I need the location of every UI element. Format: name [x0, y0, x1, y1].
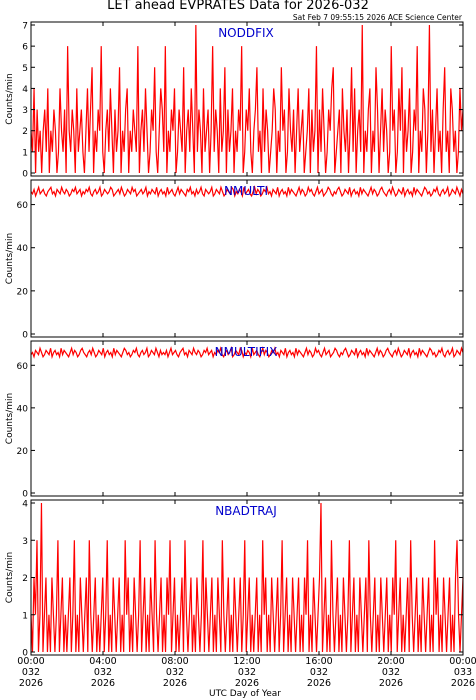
y-axis-label: Counts/min: [5, 393, 15, 444]
y-axis-label: Counts/min: [5, 73, 15, 124]
x-tick-label: 20:00: [377, 656, 404, 667]
panel-nmulti: 0 20 40 60 Counts/min NMULTI: [5, 179, 464, 341]
series-line-nbadtraj: [30, 502, 464, 653]
x-tick-label: 032: [310, 667, 328, 678]
x-tick-label: 12:00: [233, 656, 260, 667]
y-tick-label: 60: [17, 201, 29, 211]
y-tick-label: 0: [22, 490, 28, 500]
series-label: NMULTI: [224, 184, 268, 198]
plot-frame: [30, 340, 464, 497]
y-axis-label: Counts/min: [5, 233, 15, 284]
x-tick-label: 00:00: [449, 656, 476, 667]
y-tick-label: 1: [22, 611, 28, 621]
x-tick-label: 032: [22, 667, 40, 678]
y-axis-label: Counts/min: [5, 552, 15, 603]
x-tick-label: 2026: [307, 678, 331, 689]
y-tick-label: 60: [17, 362, 29, 372]
x-tick-label: 032: [94, 667, 112, 678]
y-tick-label: 3: [22, 537, 28, 547]
y-tick-label: 3: [22, 106, 28, 116]
series-line-noddfix: [30, 24, 464, 174]
x-axis-label: UTC Day of Year: [209, 689, 281, 699]
x-tick-label: 032: [238, 667, 256, 678]
y-tick-label: 1: [22, 148, 28, 158]
panels: 01234567Counts/minNODDFIX0204060Counts/m…: [5, 21, 464, 659]
y-tick-label: 2: [22, 574, 28, 584]
x-tick-label: 2026: [163, 678, 187, 689]
series-label: NBADTRAJ: [215, 504, 277, 518]
y-tick-label: 4: [22, 500, 28, 510]
y-tick-label: 0: [22, 170, 28, 180]
y-tick-label: 4: [22, 85, 28, 95]
plot-frame: [30, 179, 464, 338]
x-tick-label: 2026: [451, 678, 475, 689]
x-tick-label: 08:00: [161, 656, 188, 667]
series-line-nmulti: [30, 184, 464, 199]
chart-title: LET ahead EVPRATES Data for 2026-032: [107, 0, 369, 13]
x-tick-label: 2026: [235, 678, 259, 689]
y-tick-label: 7: [22, 22, 28, 32]
y-tick-label: 20: [17, 447, 29, 457]
y-tick-label: 40: [17, 404, 29, 414]
x-tick-label: 2026: [19, 678, 43, 689]
x-tick-label: 16:00: [305, 656, 332, 667]
x-tick-label: 2026: [379, 678, 403, 689]
timestamp: Sat Feb 7 09:55:15 2026 ACE Science Cent…: [293, 13, 463, 22]
panel-noddfix: 0 1 2 3 4 5 6 7 Counts/min NODDFIX: [5, 21, 464, 180]
x-tick-label: 00:00: [17, 656, 44, 667]
panel-nbadtraj: 0 1 2 3 4 Counts/min NBADTRAJ: [5, 499, 464, 659]
x-tick-label: 2026: [91, 678, 115, 689]
x-tick-label: 032: [166, 667, 184, 678]
series-label: NMULTIFIX: [215, 345, 278, 359]
x-axis-ticks: 00:00032202604:00032202608:00032202612:0…: [17, 656, 476, 689]
series-line-nmultifix: [30, 345, 464, 360]
x-tick-label: 032: [382, 667, 400, 678]
y-tick-label: 40: [17, 244, 29, 254]
y-tick-label: 6: [22, 43, 28, 53]
y-tick-label: 0: [22, 331, 28, 341]
panel-nmultifix: 0 20 40 60 Counts/min NMULTIFIX: [5, 340, 464, 500]
y-tick-label: 20: [17, 287, 29, 297]
x-tick-label: 04:00: [89, 656, 116, 667]
x-tick-label: 033: [454, 667, 472, 678]
y-tick-label: 2: [22, 127, 28, 137]
series-label: NODDFIX: [218, 26, 274, 40]
y-tick-label: 5: [22, 64, 28, 74]
y-tick-label: 0: [22, 649, 28, 659]
